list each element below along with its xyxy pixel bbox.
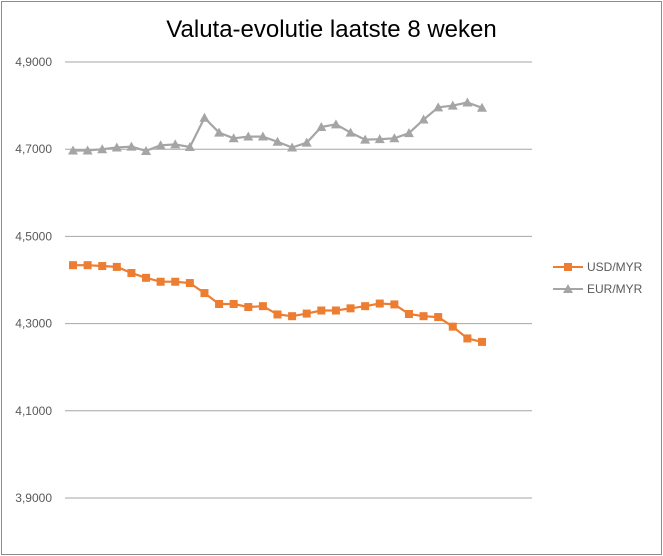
- data-point: [258, 302, 267, 311]
- data-point: [331, 306, 340, 315]
- data-point: [127, 269, 136, 278]
- data-point: [126, 141, 137, 151]
- data-point: [419, 312, 428, 321]
- data-point: [330, 119, 341, 129]
- data-point: [170, 139, 181, 149]
- y-tick-label: 4,1000: [15, 404, 52, 418]
- data-point: [68, 145, 78, 155]
- data-point: [215, 299, 224, 308]
- data-point: [374, 134, 385, 144]
- y-tick-label: 3,9000: [15, 491, 52, 505]
- data-point: [433, 102, 444, 112]
- data-point: [69, 261, 77, 270]
- data-point: [155, 140, 166, 150]
- legend: USD/MYR EUR/MYR: [553, 256, 642, 300]
- data-point: [82, 145, 93, 155]
- data-point: [361, 302, 370, 311]
- legend-label-usd-myr: USD/MYR: [587, 260, 643, 274]
- data-point: [244, 303, 253, 312]
- data-point: [83, 261, 92, 270]
- data-point: [243, 131, 254, 141]
- data-point: [418, 114, 429, 124]
- data-point: [98, 262, 107, 271]
- data-point: [97, 144, 108, 154]
- data-point: [434, 313, 443, 322]
- data-point: [390, 300, 399, 309]
- data-point: [478, 337, 486, 346]
- data-point: [199, 112, 210, 122]
- data-point: [447, 100, 458, 110]
- data-point: [257, 131, 268, 141]
- data-point: [302, 309, 311, 318]
- data-point: [112, 262, 121, 271]
- data-point: [448, 322, 457, 331]
- legend-triangle-icon: [563, 284, 573, 293]
- data-point: [360, 134, 371, 144]
- data-point: [111, 142, 122, 152]
- data-point: [273, 310, 282, 319]
- data-point: [214, 127, 225, 137]
- data-point: [462, 97, 473, 107]
- data-point: [463, 334, 472, 343]
- legend-item-usd-myr: USD/MYR: [553, 256, 642, 278]
- chart-title: Valuta-evolutie laatste 8 weken: [166, 16, 497, 43]
- data-point: [404, 310, 413, 319]
- y-tick-label: 4,3000: [15, 317, 52, 331]
- data-point: [184, 142, 195, 152]
- y-tick-label: 4,9000: [15, 55, 52, 69]
- data-point: [375, 299, 384, 308]
- data-point: [171, 277, 180, 286]
- data-point: [229, 299, 238, 308]
- data-point: [288, 312, 297, 321]
- y-tick-label: 4,5000: [15, 229, 52, 243]
- data-point: [142, 273, 151, 282]
- data-point: [477, 102, 487, 112]
- data-point: [185, 279, 194, 288]
- data-point: [287, 142, 298, 152]
- data-point: [389, 133, 400, 143]
- data-point: [317, 306, 326, 315]
- data-point: [345, 127, 356, 137]
- data-point: [141, 145, 152, 155]
- data-point: [403, 128, 414, 138]
- legend-key-eur-myr: [553, 283, 583, 295]
- legend-item-eur-myr: EUR/MYR: [553, 278, 642, 300]
- legend-key-usd-myr: [553, 261, 583, 273]
- legend-label-eur-myr: EUR/MYR: [587, 282, 643, 296]
- data-point: [301, 137, 312, 147]
- data-point: [156, 277, 165, 286]
- y-tick-label: 4,7000: [15, 142, 52, 156]
- data-point: [228, 133, 239, 143]
- data-point: [200, 289, 209, 298]
- data-point: [346, 304, 355, 313]
- data-point: [272, 136, 283, 146]
- data-point: [316, 121, 327, 131]
